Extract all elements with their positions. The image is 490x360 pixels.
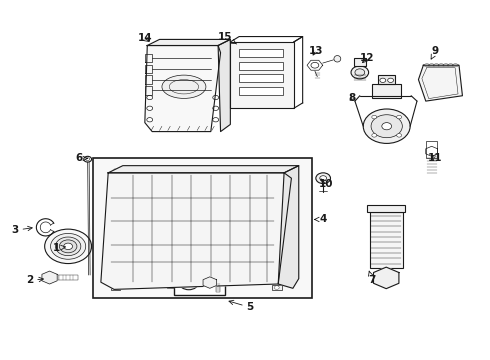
Bar [239,49,283,57]
Ellipse shape [438,64,444,67]
Text: 7: 7 [368,271,376,285]
Circle shape [388,78,393,82]
Circle shape [316,173,331,184]
Circle shape [183,169,189,173]
Circle shape [113,169,119,173]
Ellipse shape [429,64,435,67]
Circle shape [113,286,118,289]
Circle shape [135,169,141,173]
Circle shape [147,106,153,111]
Circle shape [111,279,118,284]
Circle shape [147,118,153,122]
Polygon shape [108,166,299,173]
Text: 2: 2 [26,275,44,285]
Bar [354,58,366,66]
Circle shape [180,283,184,286]
Circle shape [257,169,263,173]
Bar [111,285,121,291]
Circle shape [213,118,219,122]
Bar [369,212,403,268]
Circle shape [64,243,73,249]
Circle shape [351,66,368,79]
Circle shape [208,169,214,173]
Polygon shape [42,271,57,284]
Circle shape [277,176,284,181]
Circle shape [109,176,116,181]
Polygon shape [147,40,230,45]
Circle shape [311,62,319,68]
Circle shape [397,115,402,119]
Text: 8: 8 [349,93,356,103]
Ellipse shape [434,64,440,67]
Polygon shape [101,173,292,289]
Circle shape [179,275,198,290]
Ellipse shape [162,75,206,98]
Bar [272,285,282,291]
Circle shape [371,115,402,138]
Ellipse shape [443,64,449,67]
Text: 3: 3 [12,225,32,235]
Circle shape [159,169,165,173]
Circle shape [272,279,279,284]
Circle shape [372,134,377,137]
Bar [174,270,225,296]
Circle shape [169,283,172,286]
Bar [216,283,220,292]
Text: 9: 9 [431,46,439,59]
Bar [372,84,401,98]
Bar [93,158,313,298]
Circle shape [213,95,219,100]
Text: 5: 5 [229,300,253,312]
Circle shape [397,134,402,137]
Text: 11: 11 [428,153,443,163]
Text: 1: 1 [53,243,66,253]
Circle shape [213,106,219,111]
Text: 4: 4 [315,215,327,224]
Text: 15: 15 [218,32,237,44]
Circle shape [46,275,53,280]
Ellipse shape [424,64,430,67]
Text: 12: 12 [360,53,374,63]
Circle shape [50,233,86,259]
Circle shape [55,237,81,256]
Circle shape [320,176,327,181]
Polygon shape [218,40,230,132]
Polygon shape [278,166,299,288]
Circle shape [274,169,280,173]
Bar [230,42,294,108]
Text: 10: 10 [318,179,333,189]
Bar [239,87,283,95]
Polygon shape [203,277,217,288]
Circle shape [147,95,153,100]
Bar [367,205,405,212]
Ellipse shape [334,55,341,62]
Circle shape [355,69,365,76]
Polygon shape [373,267,399,289]
Text: 14: 14 [138,33,152,43]
Bar [426,141,437,158]
Circle shape [174,283,178,286]
Bar [167,278,206,288]
Ellipse shape [452,64,458,67]
Bar [239,74,283,82]
Bar [378,75,395,84]
Bar [239,62,283,69]
Ellipse shape [448,64,454,67]
Bar [58,275,78,280]
Polygon shape [418,65,463,101]
Circle shape [59,240,77,253]
Circle shape [363,109,410,143]
Circle shape [274,286,279,289]
Text: 13: 13 [309,46,323,56]
Circle shape [372,115,377,119]
Circle shape [382,123,392,130]
Polygon shape [145,45,220,132]
Circle shape [232,169,238,173]
Text: 6: 6 [75,153,87,163]
Circle shape [45,229,92,264]
Circle shape [380,78,386,82]
Circle shape [184,279,194,286]
